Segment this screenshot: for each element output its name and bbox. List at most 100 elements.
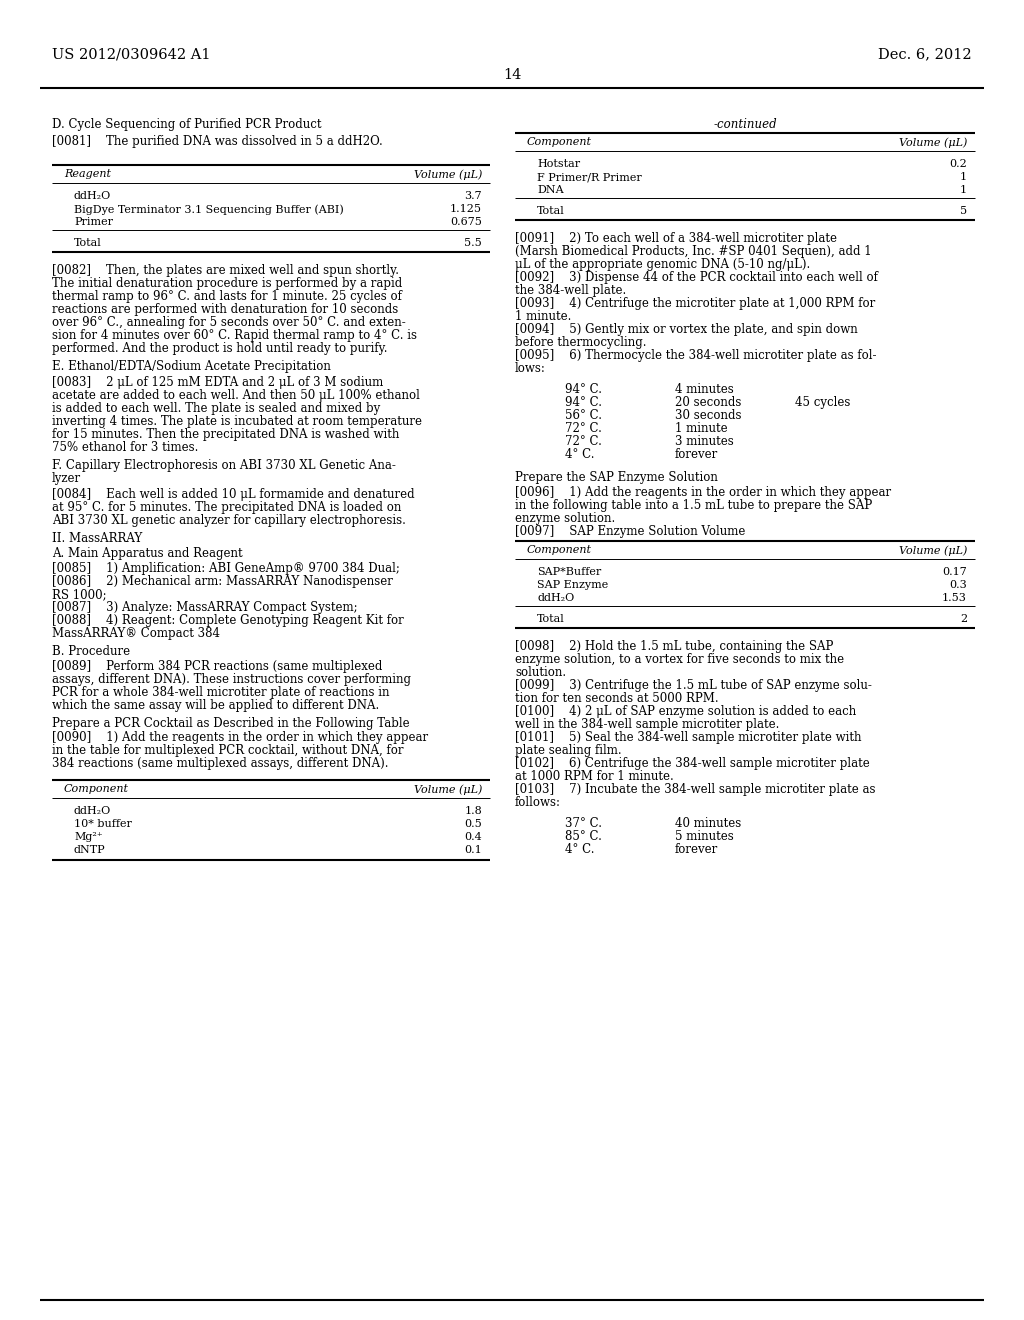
Text: 56° C.: 56° C. <box>565 409 602 422</box>
Text: 30 seconds: 30 seconds <box>675 409 741 422</box>
Text: dNTP: dNTP <box>74 845 105 855</box>
Text: 1.53: 1.53 <box>942 593 967 603</box>
Text: lyzer: lyzer <box>52 473 81 484</box>
Text: (Marsh Biomedical Products, Inc. #SP 0401 Sequen), add 1: (Marsh Biomedical Products, Inc. #SP 040… <box>515 246 871 257</box>
Text: 1: 1 <box>959 172 967 182</box>
Text: US 2012/0309642 A1: US 2012/0309642 A1 <box>52 48 211 61</box>
Text: forever: forever <box>675 447 718 461</box>
Text: A. Main Apparatus and Reagent: A. Main Apparatus and Reagent <box>52 546 243 560</box>
Text: for 15 minutes. Then the precipitated DNA is washed with: for 15 minutes. Then the precipitated DN… <box>52 428 399 441</box>
Text: solution.: solution. <box>515 667 566 678</box>
Text: 3.7: 3.7 <box>464 191 482 201</box>
Text: [0089]    Perform 384 PCR reactions (same multiplexed: [0089] Perform 384 PCR reactions (same m… <box>52 660 382 673</box>
Text: ddH₂O: ddH₂O <box>74 191 112 201</box>
Text: 0.675: 0.675 <box>451 216 482 227</box>
Text: follows:: follows: <box>515 796 561 809</box>
Text: assays, different DNA). These instructions cover performing: assays, different DNA). These instructio… <box>52 673 411 686</box>
Text: Prepare a PCR Cocktail as Described in the Following Table: Prepare a PCR Cocktail as Described in t… <box>52 717 410 730</box>
Text: 85° C.: 85° C. <box>565 830 602 843</box>
Text: Total: Total <box>74 238 101 248</box>
Text: [0100]    4) 2 μL of SAP enzyme solution is added to each: [0100] 4) 2 μL of SAP enzyme solution is… <box>515 705 856 718</box>
Text: in the table for multiplexed PCR cocktail, without DNA, for: in the table for multiplexed PCR cocktai… <box>52 744 403 756</box>
Text: E. Ethanol/EDTA/Sodium Acetate Precipitation: E. Ethanol/EDTA/Sodium Acetate Precipita… <box>52 360 331 374</box>
Text: Prepare the SAP Enzyme Solution: Prepare the SAP Enzyme Solution <box>515 471 718 484</box>
Text: [0091]    2) To each well of a 384-well microtiter plate: [0091] 2) To each well of a 384-well mic… <box>515 232 837 246</box>
Text: [0102]    6) Centrifuge the 384-well sample microtiter plate: [0102] 6) Centrifuge the 384-well sample… <box>515 756 869 770</box>
Text: ABI 3730 XL genetic analyzer for capillary electrophoresis.: ABI 3730 XL genetic analyzer for capilla… <box>52 513 406 527</box>
Text: [0092]    3) Dispense 44 of the PCR cocktail into each well of: [0092] 3) Dispense 44 of the PCR cocktai… <box>515 271 878 284</box>
Text: 0.3: 0.3 <box>949 579 967 590</box>
Text: which the same assay will be applied to different DNA.: which the same assay will be applied to … <box>52 700 379 711</box>
Text: 0.17: 0.17 <box>942 568 967 577</box>
Text: Component: Component <box>527 137 592 147</box>
Text: 45 cycles: 45 cycles <box>795 396 850 409</box>
Text: The initial denaturation procedure is performed by a rapid: The initial denaturation procedure is pe… <box>52 277 402 290</box>
Text: PCR for a whole 384-well microtiter plate of reactions in: PCR for a whole 384-well microtiter plat… <box>52 686 389 700</box>
Text: [0087]    3) Analyze: MassARRAY Compact System;: [0087] 3) Analyze: MassARRAY Compact Sys… <box>52 601 357 614</box>
Text: 5: 5 <box>959 206 967 216</box>
Text: [0098]    2) Hold the 1.5 mL tube, containing the SAP: [0098] 2) Hold the 1.5 mL tube, containi… <box>515 640 834 653</box>
Text: tion for ten seconds at 5000 RPM.: tion for ten seconds at 5000 RPM. <box>515 692 719 705</box>
Text: 0.2: 0.2 <box>949 158 967 169</box>
Text: well in the 384-well sample microtiter plate.: well in the 384-well sample microtiter p… <box>515 718 779 731</box>
Text: lows:: lows: <box>515 362 546 375</box>
Text: inverting 4 times. The plate is incubated at room temperature: inverting 4 times. The plate is incubate… <box>52 414 422 428</box>
Text: D. Cycle Sequencing of Purified PCR Product: D. Cycle Sequencing of Purified PCR Prod… <box>52 117 322 131</box>
Text: 4° C.: 4° C. <box>565 843 595 855</box>
Text: plate sealing film.: plate sealing film. <box>515 744 622 756</box>
Text: 1 minute.: 1 minute. <box>515 310 571 323</box>
Text: 94° C.: 94° C. <box>565 396 602 409</box>
Text: Volume (μL): Volume (μL) <box>899 137 967 148</box>
Text: [0095]    6) Thermocycle the 384-well microtiter plate as fol-: [0095] 6) Thermocycle the 384-well micro… <box>515 348 877 362</box>
Text: 1: 1 <box>959 185 967 195</box>
Text: SAP Enzyme: SAP Enzyme <box>537 579 608 590</box>
Text: in the following table into a 1.5 mL tube to prepare the SAP: in the following table into a 1.5 mL tub… <box>515 499 872 512</box>
Text: 20 seconds: 20 seconds <box>675 396 741 409</box>
Text: [0094]    5) Gently mix or vortex the plate, and spin down: [0094] 5) Gently mix or vortex the plate… <box>515 323 858 337</box>
Text: -continued: -continued <box>713 117 777 131</box>
Text: 2: 2 <box>959 614 967 624</box>
Text: forever: forever <box>675 843 718 855</box>
Text: 0.1: 0.1 <box>464 845 482 855</box>
Text: enzyme solution.: enzyme solution. <box>515 512 615 525</box>
Text: 5.5: 5.5 <box>464 238 482 248</box>
Text: [0085]    1) Amplification: ABI GeneAmp® 9700 384 Dual;: [0085] 1) Amplification: ABI GeneAmp® 97… <box>52 562 400 576</box>
Text: 37° C.: 37° C. <box>565 817 602 830</box>
Text: [0097]    SAP Enzyme Solution Volume: [0097] SAP Enzyme Solution Volume <box>515 525 745 539</box>
Text: F Primer/R Primer: F Primer/R Primer <box>537 172 642 182</box>
Text: Volume (μL): Volume (μL) <box>414 784 482 795</box>
Text: F. Capillary Electrophoresis on ABI 3730 XL Genetic Ana-: F. Capillary Electrophoresis on ABI 3730… <box>52 459 396 473</box>
Text: Total: Total <box>537 206 565 216</box>
Text: Hotstar: Hotstar <box>537 158 581 169</box>
Text: [0090]    1) Add the reagents in the order in which they appear: [0090] 1) Add the reagents in the order … <box>52 731 428 744</box>
Text: [0088]    4) Reagent: Complete Genotyping Reagent Kit for: [0088] 4) Reagent: Complete Genotyping R… <box>52 614 403 627</box>
Text: 72° C.: 72° C. <box>565 436 602 447</box>
Text: 384 reactions (same multiplexed assays, different DNA).: 384 reactions (same multiplexed assays, … <box>52 756 388 770</box>
Text: 4 minutes: 4 minutes <box>675 383 734 396</box>
Text: Total: Total <box>537 614 565 624</box>
Text: MassARRAY® Compact 384: MassARRAY® Compact 384 <box>52 627 220 640</box>
Text: thermal ramp to 96° C. and lasts for 1 minute. 25 cycles of: thermal ramp to 96° C. and lasts for 1 m… <box>52 290 401 304</box>
Text: 94° C.: 94° C. <box>565 383 602 396</box>
Text: 0.5: 0.5 <box>464 818 482 829</box>
Text: Volume (μL): Volume (μL) <box>414 169 482 180</box>
Text: Mg²⁺: Mg²⁺ <box>74 832 102 842</box>
Text: sion for 4 minutes over 60° C. Rapid thermal ramp to 4° C. is: sion for 4 minutes over 60° C. Rapid the… <box>52 329 417 342</box>
Text: 5 minutes: 5 minutes <box>675 830 734 843</box>
Text: 3 minutes: 3 minutes <box>675 436 734 447</box>
Text: [0083]    2 μL of 125 mM EDTA and 2 μL of 3 M sodium: [0083] 2 μL of 125 mM EDTA and 2 μL of 3… <box>52 376 383 389</box>
Text: over 96° C., annealing for 5 seconds over 50° C. and exten-: over 96° C., annealing for 5 seconds ove… <box>52 315 406 329</box>
Text: performed. And the product is hold until ready to purify.: performed. And the product is hold until… <box>52 342 387 355</box>
Text: 1.125: 1.125 <box>450 205 482 214</box>
Text: [0082]    Then, the plates are mixed well and spun shortly.: [0082] Then, the plates are mixed well a… <box>52 264 399 277</box>
Text: DNA: DNA <box>537 185 563 195</box>
Text: [0103]    7) Incubate the 384-well sample microtiter plate as: [0103] 7) Incubate the 384-well sample m… <box>515 783 876 796</box>
Text: B. Procedure: B. Procedure <box>52 645 130 657</box>
Text: [0086]    2) Mechanical arm: MassARRAY Nanodispenser: [0086] 2) Mechanical arm: MassARRAY Nano… <box>52 576 393 587</box>
Text: 40 minutes: 40 minutes <box>675 817 741 830</box>
Text: 1.8: 1.8 <box>464 807 482 816</box>
Text: BigDye Terminator 3.1 Sequencing Buffer (ABI): BigDye Terminator 3.1 Sequencing Buffer … <box>74 205 344 215</box>
Text: μL of the appropriate genomic DNA (5-10 ng/μL).: μL of the appropriate genomic DNA (5-10 … <box>515 257 810 271</box>
Text: 14: 14 <box>503 69 521 82</box>
Text: at 95° C. for 5 minutes. The precipitated DNA is loaded on: at 95° C. for 5 minutes. The precipitate… <box>52 502 401 513</box>
